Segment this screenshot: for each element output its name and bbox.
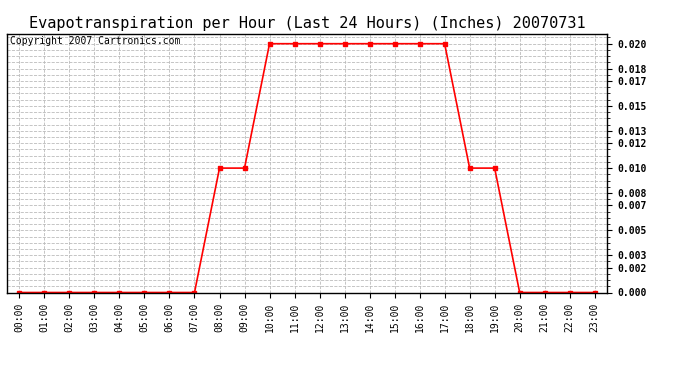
Title: Evapotranspiration per Hour (Last 24 Hours) (Inches) 20070731: Evapotranspiration per Hour (Last 24 Hou… bbox=[29, 16, 585, 31]
Text: Copyright 2007 Cartronics.com: Copyright 2007 Cartronics.com bbox=[10, 36, 180, 46]
